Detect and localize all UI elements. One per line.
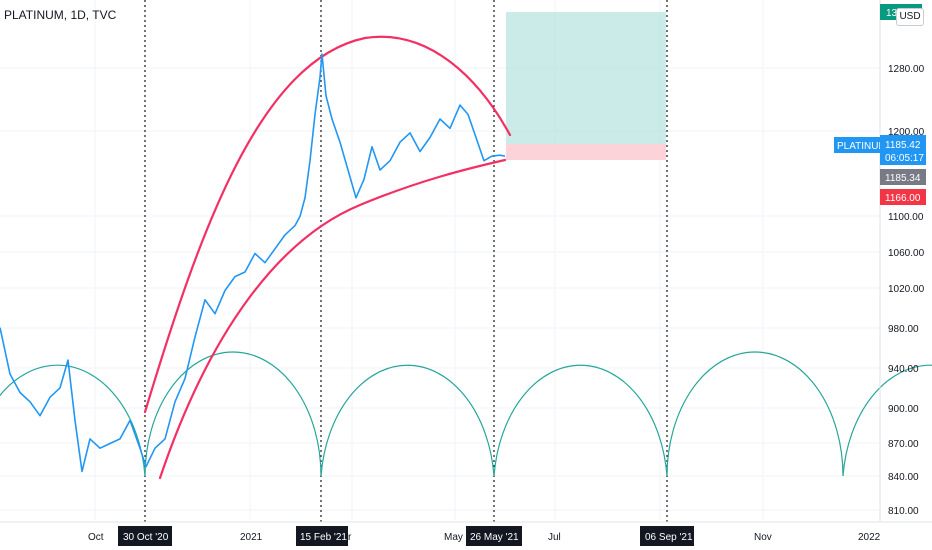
lower-arc <box>158 158 507 480</box>
x-tick-may: May <box>444 532 463 543</box>
x-tick-2022: 2022 <box>858 532 881 543</box>
price-axis[interactable]: 1280.00 1200.00 1100.00 1060.00 1020.00 … <box>879 0 925 522</box>
date-label-oct-30: 30 Oct '20 <box>118 526 172 546</box>
y-tick-870: 870.00 <box>888 439 919 450</box>
time-axis[interactable]: Oct 2021 r May Jul Nov 2022 <box>0 521 932 543</box>
upper-arc <box>143 35 512 414</box>
x-tick-nov: Nov <box>754 532 772 543</box>
y-tick-900: 900.00 <box>888 404 919 415</box>
svg-text:13..: 13.. <box>886 8 903 19</box>
cycle-arc-3 <box>493 364 668 477</box>
cycle-markers <box>144 0 668 522</box>
trend-arcs[interactable] <box>143 35 512 480</box>
entry-price-badge: 1185.34 <box>880 169 926 185</box>
x-tick-oct: Oct <box>88 532 104 543</box>
svg-text:26 May '21: 26 May '21 <box>470 532 519 543</box>
y-tick-1060: 1060.00 <box>888 248 925 259</box>
symbol-title[interactable]: PLATINUM, 1D, TVC <box>4 8 117 22</box>
svg-text:06 Sep '21: 06 Sep '21 <box>645 532 693 543</box>
grid <box>0 0 880 520</box>
svg-text:1166.00: 1166.00 <box>885 193 921 204</box>
cycle-arcs[interactable] <box>0 351 932 477</box>
price-series-line[interactable] <box>0 53 506 473</box>
profit-zone[interactable] <box>506 12 666 144</box>
stop-price-badge: 1166.00 <box>880 189 926 205</box>
last-price-badge: 1185.42 06:05:17 <box>880 135 926 165</box>
date-label-feb-15: 15 Feb '21 <box>296 526 348 546</box>
svg-text:15 Feb '21: 15 Feb '21 <box>300 532 347 543</box>
cycle-arc-1 <box>144 351 322 477</box>
symbol-label-badge: PLATINUM <box>834 137 887 153</box>
svg-text:1185.42: 1185.42 <box>885 140 921 151</box>
y-tick-1100: 1100.00 <box>888 212 924 223</box>
y-tick-1200: 1200.00 <box>888 127 925 138</box>
y-tick-980: 980.00 <box>888 324 919 335</box>
svg-text:30 Oct '20: 30 Oct '20 <box>123 532 169 543</box>
svg-text:06:05:17: 06:05:17 <box>885 153 924 164</box>
y-tick-810: 810.00 <box>888 506 919 517</box>
svg-text:1185.34: 1185.34 <box>885 173 921 184</box>
svg-text:PLATINUM: PLATINUM <box>837 141 887 152</box>
date-label-may-26: 26 May '21 <box>466 526 522 546</box>
cycle-arc-4 <box>666 351 844 477</box>
loss-zone[interactable] <box>506 144 666 160</box>
y-tick-840: 840.00 <box>888 472 919 483</box>
x-tick-jul: Jul <box>548 532 561 543</box>
cycle-arc-5 <box>842 364 932 477</box>
y-tick-940: 940.00 <box>888 364 919 375</box>
y-tick-1020: 1020.00 <box>888 284 925 295</box>
cycle-arc-0 <box>0 364 146 477</box>
x-tick-2021: 2021 <box>240 532 263 543</box>
date-label-sep-06: 06 Sep '21 <box>640 526 694 546</box>
y-tick-1280: 1280.00 <box>888 64 925 75</box>
cycle-arc-2 <box>320 364 495 477</box>
currency-button[interactable]: USD <box>896 8 924 26</box>
x-tick-mar: r <box>348 532 352 543</box>
